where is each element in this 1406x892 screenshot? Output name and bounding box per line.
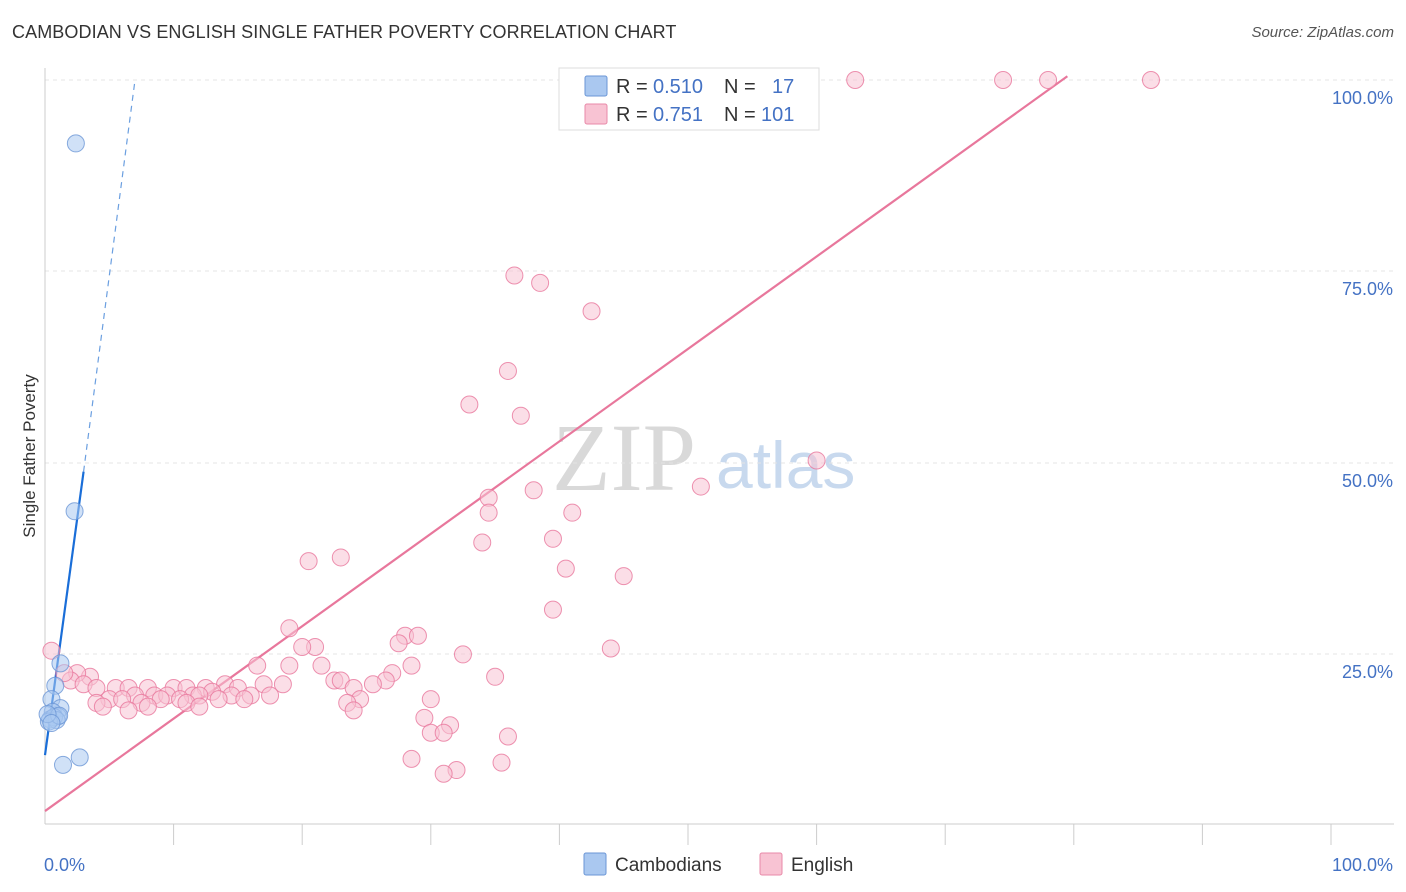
trend-line-cambodians-extrapolated (82, 79, 136, 472)
point-english-33 (389, 634, 408, 653)
point-english-19 (524, 481, 543, 500)
point-english-87 (190, 697, 209, 716)
y-tick-label-75: 75.0% (1342, 279, 1393, 299)
point-english-25 (331, 548, 350, 567)
series-legend-cambodians: Cambodians (615, 855, 722, 876)
point-english-41 (402, 656, 421, 675)
legend-r-label-2: R = (616, 104, 648, 126)
watermark-zip: ZIP (552, 404, 696, 511)
point-english-32 (408, 626, 427, 645)
point-english-81 (421, 690, 440, 709)
point-english-13 (582, 302, 601, 321)
legend-n-value-cambodians: 17 (772, 76, 794, 98)
point-english-91 (415, 708, 434, 727)
point-english-40 (312, 656, 331, 675)
gridlines (45, 79, 1394, 655)
y-tick-label-25: 25.0% (1342, 662, 1393, 682)
legend: R = 0.510 N = 17 R = 0.751 N = 101 (558, 67, 820, 131)
point-english-21 (479, 503, 498, 522)
point-english-38 (248, 656, 267, 675)
data-points (38, 71, 1160, 783)
legend-n-label-2: N = (724, 104, 756, 126)
point-english-78 (209, 690, 228, 709)
point-english-7 (846, 71, 865, 89)
legend-r-value-cambodians: 0.510 (653, 76, 703, 98)
point-cambodians-15 (54, 755, 73, 774)
series-legend-swatch-english (759, 852, 783, 876)
point-english-28 (614, 567, 633, 586)
point-english-95 (498, 727, 517, 746)
y-ticks: 25.0% 50.0% 75.0% 100.0% (1332, 88, 1393, 682)
point-english-18 (691, 477, 710, 496)
point-english-10 (1141, 71, 1160, 89)
series-legend-swatch-cambodians (583, 852, 607, 876)
point-english-89 (119, 701, 138, 720)
point-english-88 (93, 697, 112, 716)
series-legend-english: English (791, 855, 853, 876)
y-axis-label: Single Father Poverty (20, 374, 39, 538)
point-english-47 (363, 675, 382, 694)
point-english-16 (511, 406, 530, 425)
point-english-9 (1039, 71, 1058, 89)
point-english-11 (505, 266, 524, 285)
point-english-90 (344, 701, 363, 720)
legend-n-value-english: 101 (761, 104, 794, 126)
point-english-17 (807, 451, 826, 470)
point-english-14 (498, 361, 517, 380)
legend-swatch-english (584, 103, 608, 125)
point-english-73 (261, 686, 280, 705)
point-cambodians-0 (66, 134, 85, 153)
point-english-8 (994, 71, 1013, 89)
point-english-100 (42, 641, 61, 660)
point-english-79 (235, 690, 254, 709)
legend-n-label-1: N = (724, 76, 756, 98)
point-english-23 (543, 529, 562, 548)
point-english-36 (601, 639, 620, 658)
point-english-35 (293, 637, 312, 656)
point-english-24 (473, 533, 492, 552)
legend-r-value-english: 0.751 (653, 104, 703, 126)
y-tick-label-50: 50.0% (1342, 471, 1393, 491)
point-english-50 (273, 675, 292, 694)
legend-r-label-1: R = (616, 76, 648, 98)
point-cambodians-16 (42, 714, 61, 733)
point-english-96 (402, 749, 421, 768)
point-english-86 (138, 697, 157, 716)
series-legend: Cambodians English (583, 852, 853, 876)
point-english-26 (299, 552, 318, 571)
point-english-22 (563, 503, 582, 522)
point-english-12 (531, 273, 550, 292)
point-cambodians-2 (51, 654, 70, 673)
chart-title: CAMBODIAN VS ENGLISH SINGLE FATHER POVER… (12, 22, 677, 42)
point-english-15 (460, 395, 479, 414)
watermark-atlas: atlas (716, 428, 855, 502)
point-cambodians-14 (70, 748, 89, 767)
point-english-29 (543, 600, 562, 619)
point-english-39 (280, 656, 299, 675)
point-cambodians-1 (65, 502, 84, 521)
point-english-94 (434, 723, 453, 742)
y-tick-label-100: 100.0% (1332, 88, 1393, 108)
x-ticks (173, 824, 1332, 845)
x-tick-label-min: 0.0% (44, 855, 85, 875)
point-english-37 (453, 645, 472, 664)
x-tick-label-max: 100.0% (1332, 855, 1393, 875)
point-english-27 (556, 559, 575, 578)
point-english-42 (486, 667, 505, 686)
point-english-99 (434, 764, 453, 783)
point-english-97 (492, 753, 511, 772)
source-credit: Source: ZipAtlas.com (1251, 24, 1394, 41)
point-english-30 (280, 619, 299, 638)
legend-swatch-cambodians (584, 75, 608, 97)
